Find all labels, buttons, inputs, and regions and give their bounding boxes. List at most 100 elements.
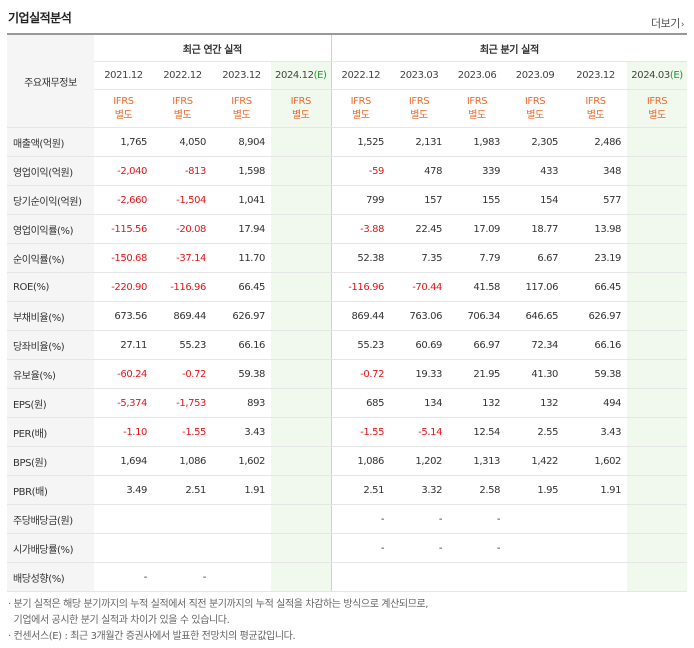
value-cell [627, 243, 688, 273]
financial-table: 주요재무정보 최근 연간 실적 최근 분기 실적 2021.12 2022.12 2… [7, 33, 688, 592]
row-label: 순이익률(%) [7, 243, 94, 273]
value-cell: 626.97 [212, 301, 271, 331]
ifrs-label: IFRS [231, 95, 252, 107]
value-cell: 685 [330, 388, 391, 418]
value-cell: 433 [506, 156, 565, 186]
value-cell: 2.51 [330, 475, 391, 505]
value-cell: 12.54 [448, 417, 507, 447]
value-cell [271, 127, 332, 157]
value-cell [212, 504, 271, 534]
ifrs-basis: 별도 [586, 109, 605, 121]
value-cell: -5.14 [390, 417, 449, 447]
ifrs-label: IFRS [290, 95, 312, 107]
value-cell [153, 504, 212, 534]
value-cell: 66.45 [564, 272, 628, 302]
ifrs-badge: IFRS 별도 [448, 89, 507, 128]
value-cell [271, 533, 332, 563]
table-row: 당기순이익(억원) -2,660 -1,504 1,041 799 157 155 154 57… [7, 185, 688, 215]
value-cell [564, 533, 628, 563]
value-cell: 1,422 [506, 446, 565, 476]
value-cell: 155 [448, 185, 507, 215]
value-cell: 19.33 [390, 359, 449, 389]
value-cell: 494 [564, 388, 628, 418]
ifrs-basis: 별도 [232, 109, 251, 121]
table-row: 유보율(%) -60.24 -0.72 59.38 -0.72 19.33 21.95 41.… [7, 359, 688, 389]
estimate-mark: (E) [313, 70, 327, 81]
chevron-right-icon: › [680, 20, 685, 30]
footnote: · 분기 실적은 해당 분기까지의 누적 실적에서 직전 분기까지의 누적 실적… [8, 599, 429, 610]
value-cell: -0.72 [153, 359, 212, 389]
value-cell [627, 330, 688, 360]
period-date: 2023.12 [222, 70, 261, 81]
value-cell [627, 562, 688, 592]
ifrs-label: IFRS [350, 95, 372, 107]
period-date: 2022.12 [163, 70, 202, 81]
value-cell: -59 [330, 156, 391, 186]
value-cell [506, 504, 565, 534]
ifrs-badge: IFRS 별도 [153, 89, 212, 128]
value-cell [330, 562, 391, 592]
value-cell: 52.38 [330, 243, 391, 273]
more-label: 더보기 [651, 17, 680, 30]
row-label: EPS(원) [7, 388, 94, 418]
value-cell: 1,202 [390, 446, 449, 476]
value-cell: - [330, 504, 391, 534]
value-cell: 117.06 [506, 272, 565, 302]
more-link[interactable]: 더보기› [651, 15, 685, 31]
value-cell [271, 504, 332, 534]
ifrs-basis: 별도 [648, 109, 666, 121]
row-label: PER(배) [7, 417, 94, 447]
value-cell: -115.56 [94, 214, 153, 244]
ifrs-label: IFRS [172, 95, 193, 107]
value-cell: 11.70 [212, 243, 271, 273]
value-cell [271, 272, 332, 302]
value-cell: - [448, 504, 507, 534]
label-header: 주요재무정보 [7, 33, 94, 128]
period-header: 2022.12 [330, 61, 391, 90]
value-cell: 1,602 [564, 446, 628, 476]
value-cell: 869.44 [330, 301, 391, 331]
row-label: 주당배당금(원) [7, 504, 94, 534]
value-cell: -0.72 [330, 359, 391, 389]
value-cell: - [330, 533, 391, 563]
value-cell: -1,753 [153, 388, 212, 418]
footnote: 기업에서 공시한 분기 실적과 차이가 있을 수 있습니다. [8, 615, 230, 626]
value-cell [564, 504, 628, 534]
value-cell: 66.16 [212, 330, 271, 360]
value-cell: 1.91 [564, 475, 628, 505]
value-cell [627, 533, 688, 563]
value-cell: 799 [330, 185, 391, 215]
value-cell: 646.65 [506, 301, 565, 331]
value-cell [627, 156, 688, 186]
value-cell: 4,050 [153, 127, 212, 157]
value-cell [627, 446, 688, 476]
value-cell [506, 533, 565, 563]
value-cell: -1.55 [330, 417, 391, 447]
row-label: ROE(%) [7, 272, 94, 302]
value-cell: 21.95 [448, 359, 507, 389]
value-cell: 1,983 [448, 127, 507, 157]
value-cell: 1,598 [212, 156, 271, 186]
table-row: 시가배당률(%) - - - [7, 533, 688, 563]
ifrs-badge: IFRS 별도 [271, 89, 332, 128]
value-cell [627, 417, 688, 447]
value-cell: 154 [506, 185, 565, 215]
value-cell: -2,040 [94, 156, 153, 186]
value-cell: 1,694 [94, 446, 153, 476]
ifrs-basis: 별도 [351, 109, 370, 121]
value-cell: - [390, 504, 449, 534]
value-cell: -116.96 [153, 272, 212, 302]
value-cell [271, 330, 332, 360]
value-cell [271, 301, 332, 331]
value-cell: 55.23 [153, 330, 212, 360]
value-cell: 348 [564, 156, 628, 186]
ifrs-basis: 별도 [526, 109, 544, 121]
value-cell: 59.38 [564, 359, 628, 389]
value-cell: 1,525 [330, 127, 391, 157]
period-header: 2023.12 [212, 61, 271, 90]
value-cell: 1,313 [448, 446, 507, 476]
ifrs-badge: IFRS 별도 [94, 89, 153, 128]
value-cell [448, 562, 507, 592]
value-cell [271, 214, 332, 244]
period-header: 2024.12(E) [271, 61, 332, 90]
